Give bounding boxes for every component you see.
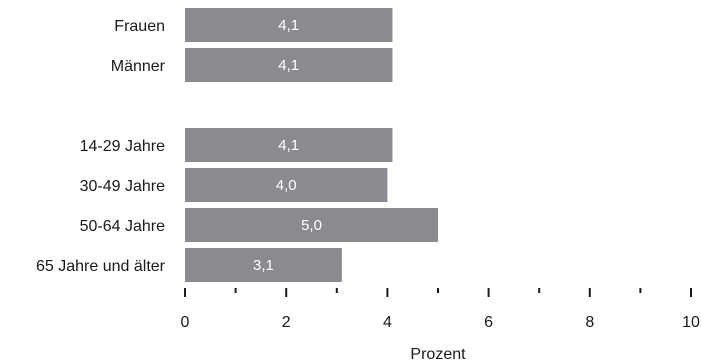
bars xyxy=(185,8,438,282)
bar-value-label: 4,0 xyxy=(276,177,297,194)
category-label: 30-49 Jahre xyxy=(80,178,165,195)
category-label: Männer xyxy=(111,58,166,75)
x-axis-tick-labels: 0 2 4 6 8 10 xyxy=(181,314,700,331)
category-label: Frauen xyxy=(114,18,165,35)
bar-value-label: 5,0 xyxy=(301,217,322,234)
x-axis-title: Prozent xyxy=(410,346,466,362)
bar xyxy=(185,48,393,82)
tick-label: 6 xyxy=(484,314,493,331)
x-axis-ticks xyxy=(184,288,692,297)
category-label: 14-29 Jahre xyxy=(80,138,165,155)
bar-value-labels: 4,1 4,1 4,1 4,0 5,0 3,1 xyxy=(253,17,322,274)
category-label: 50-64 Jahre xyxy=(80,218,165,235)
bar xyxy=(185,168,388,202)
bar-value-label: 4,1 xyxy=(278,57,299,74)
tick-label: 0 xyxy=(181,314,190,331)
bar xyxy=(185,8,393,42)
category-labels: Frauen Männer 14-29 Jahre 30-49 Jahre 50-64 … xyxy=(36,18,166,275)
tick-label: 10 xyxy=(682,314,700,331)
bar xyxy=(185,248,342,282)
bar-value-label: 4,1 xyxy=(278,17,299,34)
bar xyxy=(185,208,438,242)
tick-label: 2 xyxy=(282,314,291,331)
bar-value-label: 4,1 xyxy=(278,137,299,154)
category-label: 65 Jahre und älter xyxy=(36,258,166,275)
bar xyxy=(185,128,393,162)
tick-label: 4 xyxy=(383,314,392,331)
bar-value-label: 3,1 xyxy=(253,257,274,274)
tick-label: 8 xyxy=(585,314,594,331)
